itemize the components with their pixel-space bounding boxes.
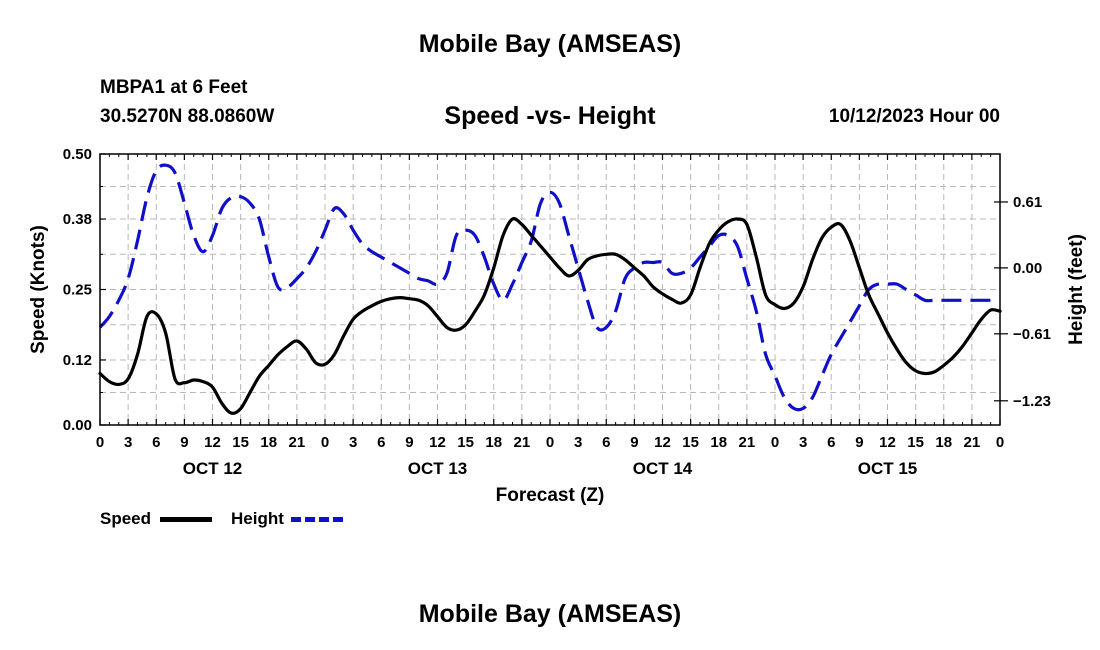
station-name: MBPA1 at 6 Feet <box>100 77 248 98</box>
legend-height-swatch <box>291 517 343 522</box>
x-tick-label: 0 <box>996 434 1004 451</box>
x-tick-label: 6 <box>602 434 610 451</box>
top-title: Mobile Bay (AMSEAS) <box>418 30 682 58</box>
forecast-datetime: 10/12/2023 Hour 00 <box>828 106 1000 127</box>
x-tick-label: 15 <box>232 434 249 451</box>
x-tick-label: 21 <box>289 434 306 451</box>
y2-tick-label: 0.00 <box>1013 260 1042 277</box>
x-tick-label: 0 <box>546 434 554 451</box>
x-tick-label: 9 <box>855 434 863 451</box>
day-label: OCT 13 <box>408 459 468 478</box>
x-tick-label: 9 <box>630 434 638 451</box>
legend-speed-swatch <box>160 517 212 522</box>
x-tick-label: 15 <box>457 434 474 451</box>
y-tick-label: 0.12 <box>63 352 92 369</box>
x-tick-label: 6 <box>827 434 835 451</box>
day-label: OCT 14 <box>633 459 693 478</box>
y2-tick-label: −0.61 <box>1013 326 1051 343</box>
series-layer <box>98 163 1002 415</box>
x-tick-label: 3 <box>574 434 582 451</box>
axis-ticks <box>99 153 1008 426</box>
y-axis-label: Speed (Knots) <box>28 225 49 354</box>
x-tick-label: 12 <box>204 434 221 451</box>
y2-tick-label: −1.23 <box>1013 393 1051 410</box>
y2-tick-label: 0.61 <box>1013 194 1042 211</box>
x-tick-label: 18 <box>485 434 502 451</box>
y2-axis-label: Height (feet) <box>1066 234 1087 345</box>
x-tick-label: 0 <box>96 434 104 451</box>
x-tick-label: 9 <box>180 434 188 451</box>
y-tick-label: 0.50 <box>63 146 92 163</box>
x-tick-label: 0 <box>771 434 779 451</box>
bottom-title: Mobile Bay (AMSEAS) <box>418 600 682 628</box>
x-tick-label: 21 <box>739 434 756 451</box>
x-tick-label: 15 <box>907 434 924 451</box>
legend-speed-label: Speed <box>100 509 152 528</box>
speed-height-chart: 0 3 6 9 12 15 18 21 0 3 6 9 12 15 18 21 0 3 6 9 12 15 18 21 0 3 6 9… <box>28 146 1087 506</box>
axis-labels: 0 3 6 9 12 15 18 21 0 3 6 9 12 15 18 21 0 3 6 9 12 15 18 21 0 3 6 9… <box>63 146 1051 478</box>
y-tick-label: 0.25 <box>63 282 92 299</box>
x-tick-label: 18 <box>260 434 277 451</box>
x-tick-label: 18 <box>935 434 952 451</box>
x-tick-label: 3 <box>799 434 807 451</box>
x-tick-label: 9 <box>405 434 413 451</box>
x-tick-label: 3 <box>349 434 357 451</box>
x-tick-label: 12 <box>879 434 896 451</box>
x-tick-label: 12 <box>429 434 446 451</box>
x-tick-label: 0 <box>321 434 329 451</box>
y-tick-label: 0.00 <box>63 417 92 434</box>
x-tick-label: 3 <box>124 434 132 451</box>
x-tick-label: 6 <box>152 434 160 451</box>
series-line-height <box>98 163 1000 412</box>
day-label: OCT 15 <box>858 459 918 478</box>
day-label: OCT 12 <box>183 459 243 478</box>
x-tick-label: 21 <box>964 434 981 451</box>
station-coordinates: 30.5270N 88.0860W <box>100 106 275 127</box>
chart-title: Speed -vs- Height <box>444 102 656 130</box>
legend-height-label: Height <box>231 509 284 528</box>
x-tick-label: 18 <box>710 434 727 451</box>
x-tick-label: 21 <box>514 434 531 451</box>
x-axis-label: Forecast (Z) <box>496 485 605 506</box>
x-tick-label: 15 <box>682 434 699 451</box>
x-tick-label: 6 <box>377 434 385 451</box>
y-tick-label: 0.38 <box>63 211 92 228</box>
x-tick-label: 12 <box>654 434 671 451</box>
series-line-speed <box>98 217 1002 415</box>
grid-lines <box>100 154 1000 425</box>
